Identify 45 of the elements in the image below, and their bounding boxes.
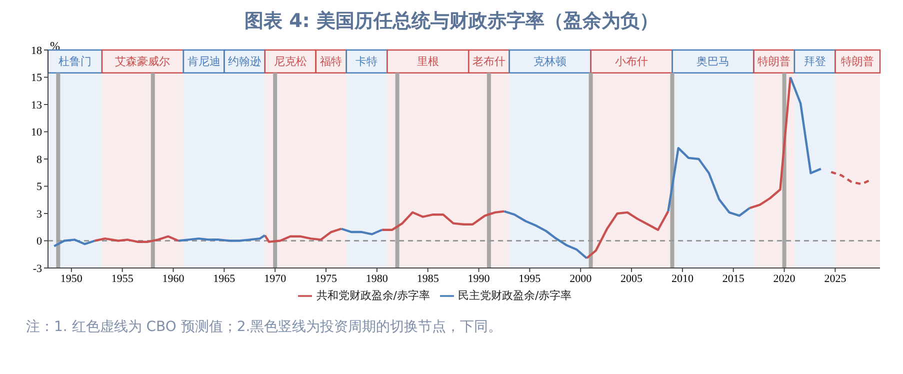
x-tick-label: 1955 bbox=[111, 272, 134, 285]
x-tick-label: 2005 bbox=[620, 272, 644, 285]
x-tick-label: 2010 bbox=[671, 272, 694, 285]
x-tick-label: 1985 bbox=[416, 272, 440, 285]
x-tick-label: 2025 bbox=[824, 272, 847, 285]
x-tick-label: 1970 bbox=[264, 272, 287, 285]
x-tick-label: 1975 bbox=[315, 272, 338, 285]
x-tick-label: 2020 bbox=[773, 272, 796, 285]
x-tick-label: 1965 bbox=[213, 272, 236, 285]
band-label: 特朗普 bbox=[758, 54, 791, 68]
band-label: 杜鲁门 bbox=[58, 54, 92, 68]
band-label: 克林顿 bbox=[534, 54, 567, 68]
band-label: 小布什 bbox=[615, 54, 648, 68]
band-label: 里根 bbox=[416, 54, 439, 68]
x-tick-label: 1980 bbox=[366, 272, 388, 285]
y-tick-label: 13 bbox=[31, 99, 42, 112]
band-label: 拜登 bbox=[804, 54, 826, 68]
band-label: 肯尼迪 bbox=[187, 54, 220, 68]
y-tick-label: 5 bbox=[36, 181, 42, 194]
band-label: 老布什 bbox=[472, 54, 506, 68]
band-label: 约翰逊 bbox=[228, 54, 262, 68]
band-label: 尼克松 bbox=[274, 54, 307, 68]
y-tick-label: 18 bbox=[31, 44, 42, 57]
x-tick-label: 1950 bbox=[60, 272, 83, 285]
band-label: 特朗普 bbox=[841, 54, 874, 68]
line-series bbox=[830, 170, 872, 186]
band-label: 艾森豪威尔 bbox=[115, 54, 170, 68]
y-tick-label: 10 bbox=[31, 126, 42, 139]
legend-label: 共和党财政盈余/赤字率 bbox=[316, 289, 430, 302]
y-tick-label: 0 bbox=[36, 236, 42, 248]
x-tick-label: 1960 bbox=[162, 272, 185, 285]
x-tick-label: 2015 bbox=[722, 272, 745, 285]
text: 注：1. 红色虚线为 CBO 预测值；2.黑色竖线为投资周期的切换节点，下同。 bbox=[26, 318, 502, 336]
band-label: 卡特 bbox=[356, 54, 378, 68]
legend-label: 民主党财政盈余/赤字率 bbox=[458, 289, 572, 302]
band-label: 福特 bbox=[320, 54, 342, 68]
band-label: 奥巴马 bbox=[696, 54, 730, 68]
x-tick-label: 1995 bbox=[518, 272, 542, 285]
y-tick-label: -3 bbox=[32, 262, 42, 275]
y-tick-label: 15 bbox=[31, 72, 42, 84]
chart-title: 图表 4: 美国历任总统与财政赤字率（盈余为负） bbox=[243, 9, 660, 34]
y-tick-label: 3 bbox=[36, 208, 42, 220]
x-tick-label: 2000 bbox=[570, 272, 592, 285]
y-tick-label: 8 bbox=[36, 154, 42, 166]
x-tick-label: 1990 bbox=[468, 272, 490, 285]
